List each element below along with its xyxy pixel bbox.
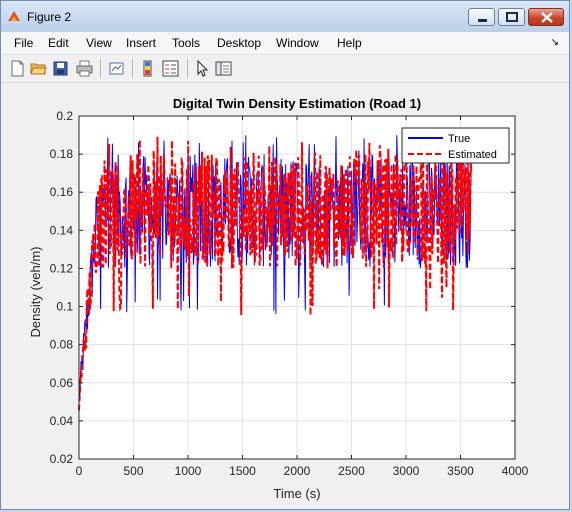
x-tick-label: 500 xyxy=(123,464,143,478)
x-tick-label: 4000 xyxy=(502,464,529,478)
menu-view[interactable]: View xyxy=(86,36,112,50)
menu-window[interactable]: Window xyxy=(276,36,319,50)
y-tick-label: 0.04 xyxy=(50,414,74,428)
menu-tools[interactable]: Tools xyxy=(172,36,201,50)
legend-icon[interactable] xyxy=(162,60,179,77)
matlab-icon xyxy=(8,11,20,21)
plot-svg: 0 500 1000 1500 2000 2500 3000 3500 4000 0.02 0.04… xyxy=(28,96,529,501)
title-bar[interactable]: Figure 2 xyxy=(1,1,569,32)
axes-frame xyxy=(78,115,516,460)
maximize-icon xyxy=(506,12,518,22)
toolbar-separator xyxy=(100,59,101,78)
close-icon xyxy=(541,12,553,23)
legend-label-true: True xyxy=(448,133,470,145)
toolbar-separator xyxy=(187,59,188,78)
toolbar-separator xyxy=(132,59,133,78)
y-tick-label: 0.08 xyxy=(50,338,74,352)
y-tick-label: 0.18 xyxy=(50,147,74,161)
link-plot-icon[interactable] xyxy=(108,60,125,77)
chart-title: Digital Twin Density Estimation (Road 1) xyxy=(173,96,421,111)
y-axis-label: Density (veh/m) xyxy=(28,246,43,337)
series-layer xyxy=(78,135,473,411)
figure-toolbar xyxy=(1,55,569,83)
close-button[interactable] xyxy=(528,8,564,26)
series-line-estimated xyxy=(78,136,473,411)
figure-canvas: 0 500 1000 1500 2000 2500 3000 3500 4000 0.02 0.04… xyxy=(6,83,566,507)
x-axis-label: Time (s) xyxy=(273,486,320,501)
menu-desktop[interactable]: Desktop xyxy=(217,36,262,50)
x-tick-label: 1500 xyxy=(229,464,256,478)
x-tick-label: 3000 xyxy=(393,464,420,478)
open-file-icon[interactable] xyxy=(30,60,47,77)
y-tick-label: 0.12 xyxy=(50,261,74,275)
x-tick-label: 2500 xyxy=(338,464,365,478)
x-tick-label: 1000 xyxy=(175,464,202,478)
menu-help[interactable]: Help xyxy=(337,36,362,50)
y-tick-label: 0.16 xyxy=(50,185,74,199)
maximize-button[interactable] xyxy=(498,8,525,26)
save-icon[interactable] xyxy=(52,60,69,77)
y-tick-label: 0.1 xyxy=(56,300,73,314)
y-tick-label: 0.14 xyxy=(50,223,74,237)
legend[interactable]: True Estimated xyxy=(401,127,510,164)
minimize-icon xyxy=(478,19,487,22)
x-tick-label: 3500 xyxy=(447,464,474,478)
print-icon[interactable] xyxy=(76,60,93,77)
legend-label-estimated: Estimated xyxy=(448,149,497,161)
dock-arrow-icon[interactable]: ↘ xyxy=(550,37,559,48)
property-editor-icon[interactable] xyxy=(215,60,232,77)
menu-edit[interactable]: Edit xyxy=(48,36,69,50)
legend-box xyxy=(401,127,510,164)
new-figure-icon[interactable] xyxy=(9,60,26,77)
menu-file[interactable]: File xyxy=(14,36,34,50)
menu-insert[interactable]: Insert xyxy=(126,36,157,50)
pointer-icon[interactable] xyxy=(194,60,211,77)
menu-bar: File Edit View Insert Tools Desktop Wind… xyxy=(1,32,569,55)
minimize-button[interactable] xyxy=(468,8,495,26)
y-tick-label: 0.2 xyxy=(56,109,73,123)
y-tick-label: 0.06 xyxy=(50,376,74,390)
colorbar-icon[interactable] xyxy=(139,60,156,77)
tick-labels: 0 500 1000 1500 2000 2500 3000 3500 4000 0.02 0.04… xyxy=(50,109,529,478)
y-tick-label: 0.02 xyxy=(50,452,74,466)
x-tick-label: 0 xyxy=(76,464,83,478)
x-tick-label: 2000 xyxy=(284,464,311,478)
window-title: Figure 2 xyxy=(27,10,72,24)
